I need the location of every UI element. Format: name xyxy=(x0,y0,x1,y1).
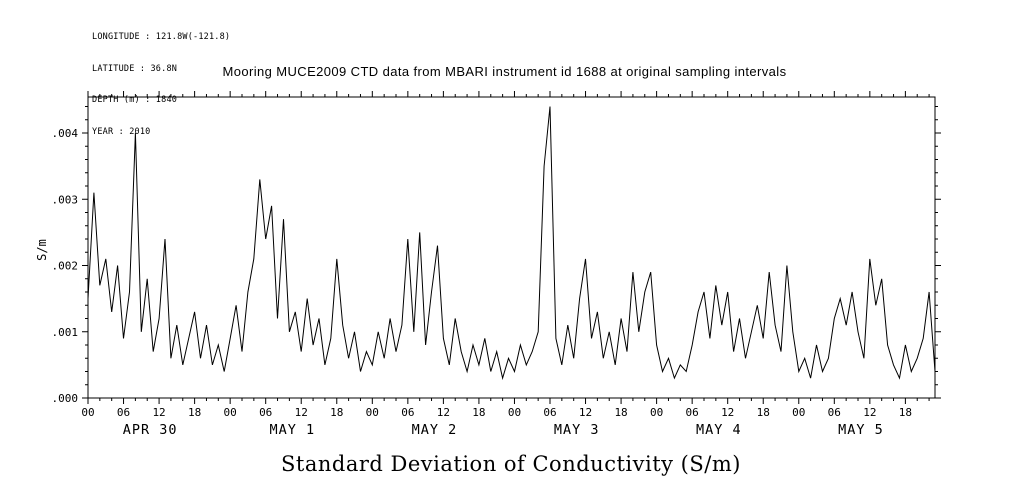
svg-text:MAY 5: MAY 5 xyxy=(838,422,884,438)
svg-text:12: 12 xyxy=(152,406,165,419)
svg-text:.004: .004 xyxy=(52,127,79,140)
svg-text:12: 12 xyxy=(295,406,308,419)
meta-line-year: YEAR : 2010 xyxy=(92,126,151,137)
svg-text:00: 00 xyxy=(224,406,237,419)
metadata-block: LONGITUDE : 121.8W(-121.8) LATITUDE : 36… xyxy=(92,11,230,158)
svg-text:12: 12 xyxy=(721,406,734,419)
svg-text:18: 18 xyxy=(614,406,627,419)
svg-text:06: 06 xyxy=(117,406,130,419)
meta-line-depth: DEPTH (m) : 1840 xyxy=(92,95,178,105)
svg-text:12: 12 xyxy=(437,406,450,419)
svg-text:.002: .002 xyxy=(52,260,79,273)
svg-text:.001: .001 xyxy=(52,326,79,339)
svg-text:06: 06 xyxy=(828,406,841,419)
meta-line-latitude: LATITUDE : 36.8N xyxy=(92,63,178,74)
svg-text:18: 18 xyxy=(899,406,912,419)
svg-text:12: 12 xyxy=(579,406,592,419)
svg-text:MAY 1: MAY 1 xyxy=(270,422,316,438)
bottom-axis-title: Standard Deviation of Conductivity (S/m) xyxy=(281,452,741,476)
svg-text:00: 00 xyxy=(650,406,663,419)
svg-text:MAY 2: MAY 2 xyxy=(412,422,458,438)
svg-text:18: 18 xyxy=(188,406,201,419)
svg-text:.000: .000 xyxy=(52,392,79,405)
svg-text:APR 30: APR 30 xyxy=(123,422,178,438)
svg-text:MAY 4: MAY 4 xyxy=(696,422,742,438)
svg-text:12: 12 xyxy=(863,406,876,419)
svg-text:18: 18 xyxy=(330,406,343,419)
meta-line-longitude: LONGITUDE : 121.8W(-121.8) xyxy=(92,32,231,42)
svg-text:18: 18 xyxy=(472,406,485,419)
svg-text:00: 00 xyxy=(508,406,521,419)
svg-text:06: 06 xyxy=(259,406,272,419)
svg-text:00: 00 xyxy=(81,406,94,419)
svg-text:00: 00 xyxy=(366,406,379,419)
svg-text:06: 06 xyxy=(401,406,414,419)
svg-text:MAY 3: MAY 3 xyxy=(554,422,600,438)
svg-text:00: 00 xyxy=(792,406,805,419)
y-axis-label: S/m xyxy=(35,239,49,261)
svg-text:06: 06 xyxy=(543,406,556,419)
svg-text:18: 18 xyxy=(757,406,770,419)
svg-text:06: 06 xyxy=(686,406,699,419)
svg-text:.003: .003 xyxy=(52,193,79,206)
chart-title: Mooring MUCE2009 CTD data from MBARI ins… xyxy=(222,64,787,79)
